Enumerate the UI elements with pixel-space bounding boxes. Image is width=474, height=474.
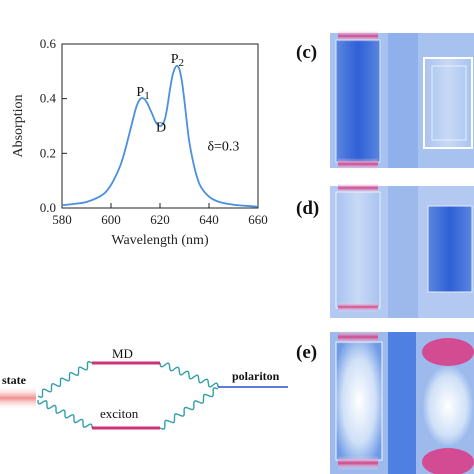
exciton-label: exciton (100, 406, 139, 421)
x-tick-label: 660 (248, 212, 268, 227)
field-map-e-right-bottom-hotspot (422, 448, 474, 474)
wave-lower-right (159, 387, 219, 430)
field-map-d-top-hotspot (338, 183, 378, 193)
panel-e-tag: (e) (296, 342, 317, 363)
chart-annotation: D (156, 120, 166, 135)
annotation-text: D (156, 120, 166, 135)
state-glow (0, 386, 36, 410)
state-label: state (2, 373, 27, 387)
field-map-c-bottom-hotspot (338, 158, 378, 170)
wave-upper-right (159, 362, 219, 388)
annotation-text: P (171, 52, 179, 67)
field-map-e-right-core (422, 364, 474, 448)
field-map-e-top-hotspot (338, 330, 378, 344)
field-map-e-left-bar (336, 342, 382, 460)
x-tick-label: 640 (199, 212, 219, 227)
y-tick-label: 0.2 (40, 145, 56, 160)
wave-upper-left (37, 360, 93, 399)
x-tick-label: 600 (101, 212, 121, 227)
y-tick-label: 0.0 (40, 200, 56, 215)
field-map-d-bottom-hotspot (338, 302, 378, 312)
panel-c-tag: (c) (296, 42, 317, 63)
annotation-subscript: 2 (178, 57, 184, 69)
chart-annotation: P2 (171, 52, 184, 69)
axis-ticks (61, 43, 259, 209)
absorption-chart: 580 600 620 640 660 0.0 0.2 0.4 0.6 Wavelength (… (11, 36, 268, 248)
y-tick-label: 0.6 (40, 36, 57, 51)
panel-d: (d) (296, 183, 474, 318)
field-map-d-left-bar (336, 192, 380, 308)
polariton-label: polariton (232, 369, 280, 383)
annotation-text: P (136, 85, 144, 100)
x-axis-label: Wavelength (nm) (111, 233, 209, 248)
annotation-subscript: 1 (144, 90, 150, 102)
absorption-series-line (61, 64, 259, 208)
chart-annotation: P1 (136, 85, 149, 102)
field-map-d-right-bar (428, 206, 472, 292)
annotation-text: δ=0.3 (207, 140, 239, 155)
panel-d-tag: (d) (296, 198, 319, 219)
field-map-e-bottom-hotspot (338, 456, 378, 470)
coupling-diagram: state MD exciton polariton (0, 346, 288, 430)
field-map-e-right-top-hotspot (422, 338, 474, 366)
panel-c: (c) (296, 30, 474, 170)
tick-labels: 580 600 620 640 660 0.0 0.2 0.4 0.6 (40, 36, 268, 227)
field-map-c-top-hotspot (338, 30, 378, 42)
panel-e: (e) (296, 330, 474, 474)
wave-lower-left (37, 400, 93, 428)
field-map-c-left-bar (336, 40, 380, 162)
x-tick-label: 620 (150, 212, 170, 227)
y-tick-label: 0.4 (40, 91, 57, 106)
x-tick-label: 580 (52, 212, 72, 227)
md-label: MD (112, 346, 133, 361)
field-map-c-right-bar (424, 58, 472, 148)
chart-annotation: δ=0.3 (207, 140, 239, 155)
y-axis-label: Absorption (11, 95, 26, 158)
